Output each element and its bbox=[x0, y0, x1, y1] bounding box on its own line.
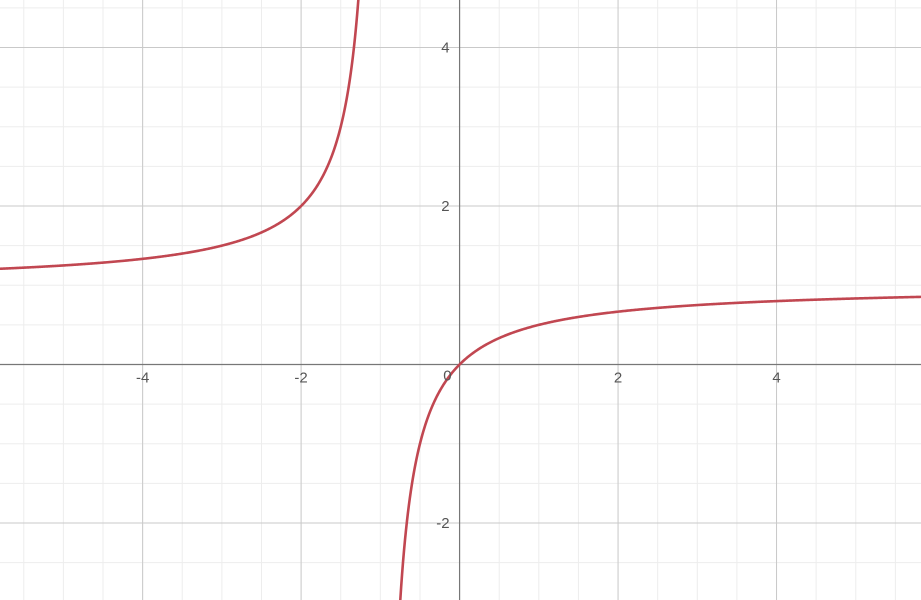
curve bbox=[0, 0, 921, 600]
curve-right-branch bbox=[382, 296, 921, 600]
svg-text:2: 2 bbox=[614, 369, 622, 386]
curve-left-branch bbox=[0, 0, 379, 270]
svg-text:4: 4 bbox=[772, 369, 780, 386]
function-plot: -4 -2 2 4 -2 2 4 0 bbox=[0, 0, 921, 600]
plot-svg: -4 -2 2 4 -2 2 4 0 bbox=[0, 0, 921, 600]
svg-text:0: 0 bbox=[443, 367, 451, 384]
svg-text:-2: -2 bbox=[294, 369, 307, 386]
svg-text:-2: -2 bbox=[436, 515, 449, 532]
svg-text:2: 2 bbox=[441, 198, 449, 215]
svg-text:-4: -4 bbox=[136, 369, 149, 386]
svg-text:4: 4 bbox=[441, 40, 449, 57]
